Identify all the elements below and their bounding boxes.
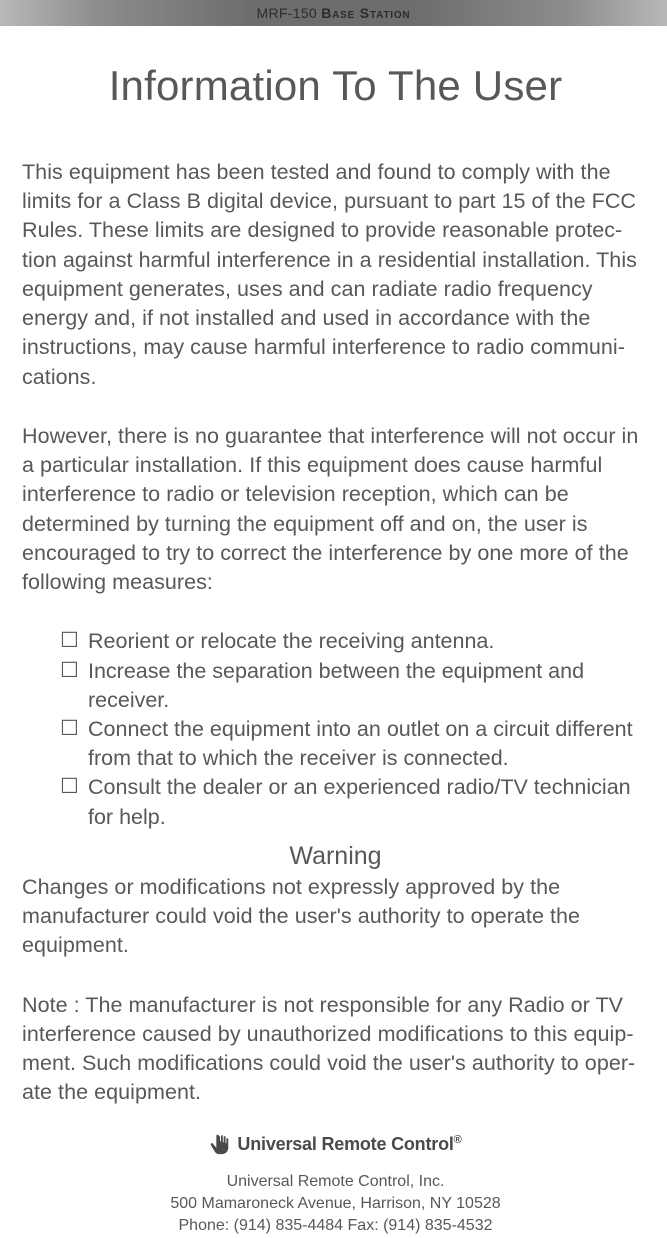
measure-item: Reorient or relocate the receiving anten… xyxy=(60,627,649,656)
measures-list: Reorient or relocate the receiving anten… xyxy=(22,627,649,832)
page-title: Information To The User xyxy=(22,62,649,110)
footer: Universal Remote Control® Universal Remo… xyxy=(22,1134,649,1238)
header-bar: MRF-150 Base Station xyxy=(0,0,667,26)
warning-paragraph-1: Changes or modifications not expressly a… xyxy=(22,873,649,961)
page-body: Information To The User This equipment h… xyxy=(0,26,667,1238)
company-row: Universal Remote Control® xyxy=(209,1134,461,1156)
address-line-1: Universal Remote Control, Inc. xyxy=(22,1171,649,1193)
measure-item: Connect the equipment into an outlet on … xyxy=(60,715,649,773)
measure-item: Consult the dealer or an experienced rad… xyxy=(60,773,649,831)
company-name-text: Universal Remote Control xyxy=(237,1134,453,1154)
intro-paragraph-2: However, there is no guarantee that inte… xyxy=(22,422,649,597)
registered-mark: ® xyxy=(454,1134,462,1146)
warning-paragraph-2: Note : The manufacturer is not responsib… xyxy=(22,991,649,1108)
header-product: Base Station xyxy=(321,5,410,21)
company-address: Universal Remote Control, Inc. 500 Mamar… xyxy=(22,1171,649,1238)
measure-item: Increase the separation between the equi… xyxy=(60,657,649,715)
warning-heading: Warning xyxy=(22,842,649,871)
address-line-2: 500 Mamaroneck Avenue, Harrison, NY 1052… xyxy=(22,1193,649,1215)
intro-paragraph-1: This equipment has been tested and found… xyxy=(22,158,649,392)
header-label: MRF-150 Base Station xyxy=(257,5,411,21)
address-line-3: Phone: (914) 835-4484 Fax: (914) 835-453… xyxy=(22,1215,649,1237)
company-name: Universal Remote Control® xyxy=(237,1134,461,1155)
hand-logo-icon xyxy=(209,1134,231,1156)
header-model: MRF-150 xyxy=(257,5,317,21)
